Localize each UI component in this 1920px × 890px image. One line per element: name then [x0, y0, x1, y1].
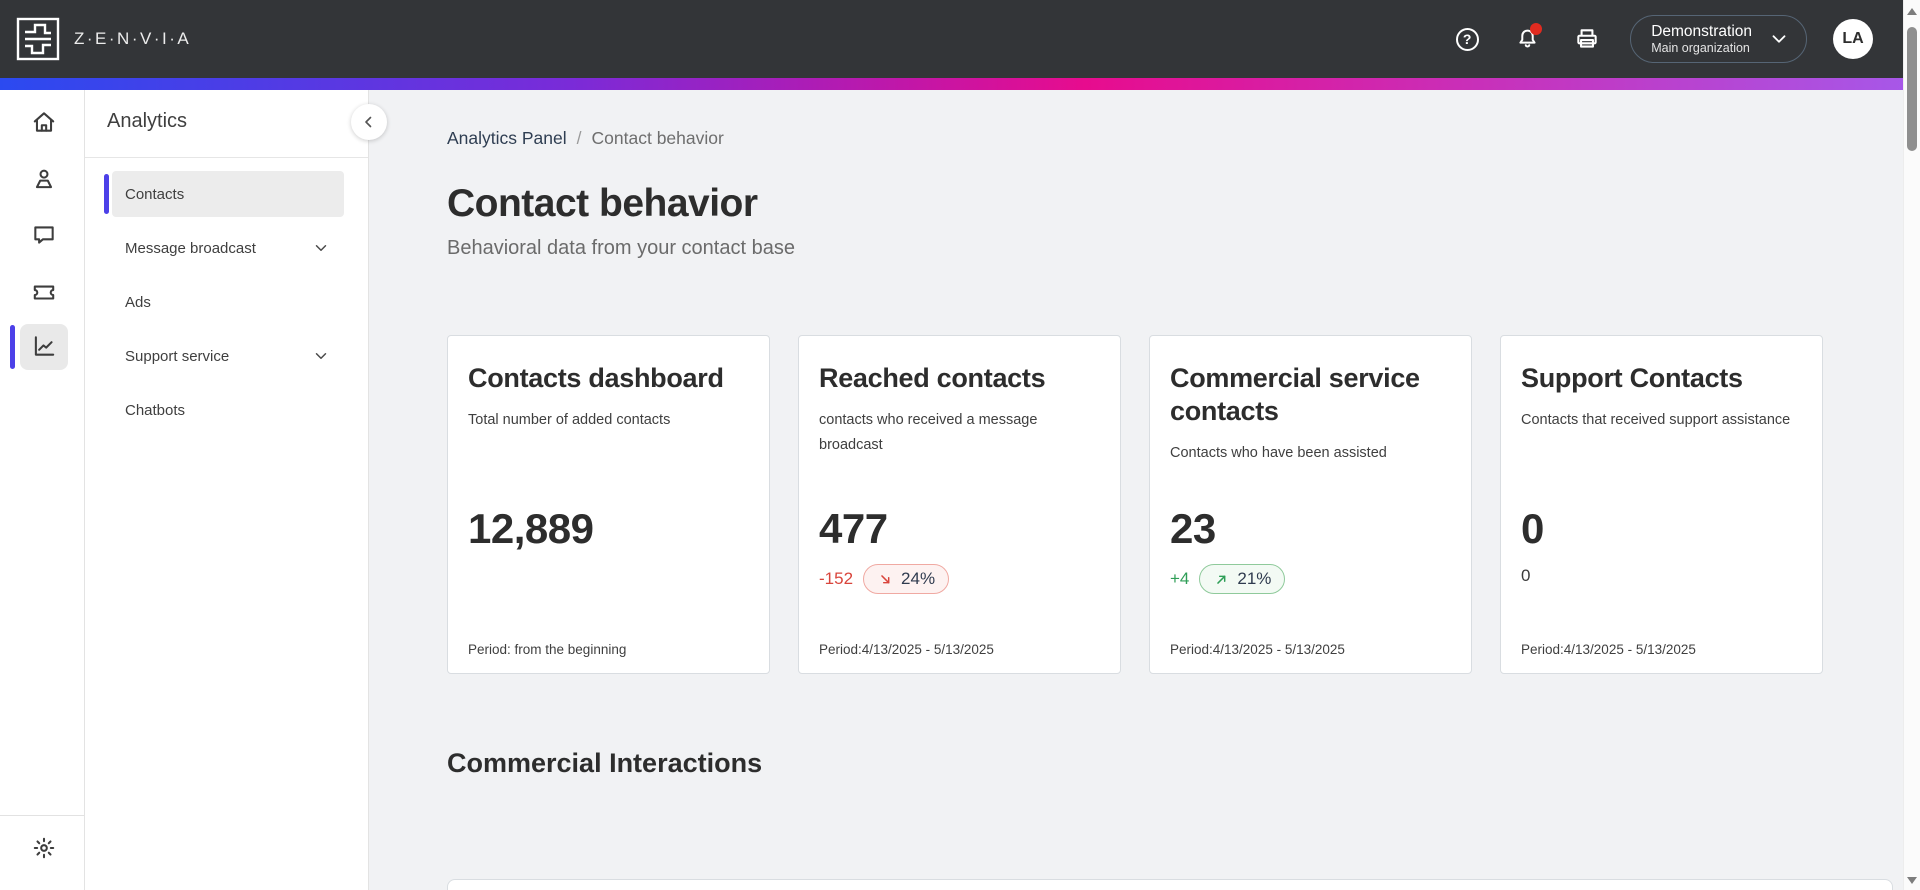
icon-rail — [0, 90, 85, 890]
card-value: 12,889 — [468, 505, 594, 552]
sidebar-item-settings[interactable] — [31, 835, 57, 861]
card-support-contacts: Support Contacts Contacts that received … — [1500, 335, 1823, 674]
user-icon — [35, 169, 53, 189]
delta-value: -152 — [819, 569, 854, 588]
breadcrumb-current: Contact behavior — [591, 128, 724, 148]
card-secondary-value: 0 — [1521, 566, 1531, 585]
commercial-interactions-card — [447, 879, 1893, 890]
page-subtitle: Behavioral data from your contact base — [447, 237, 795, 259]
page-title: Contact behavior — [447, 182, 758, 225]
chevron-down-icon — [312, 239, 330, 257]
card-period: Period:4/13/2025 - 5/13/2025 — [1170, 642, 1345, 657]
page-scrollbar — [1903, 0, 1920, 890]
chevron-left-icon — [365, 116, 372, 128]
analytics-menu: Contacts Message broadcast Ads Support s… — [85, 171, 368, 441]
card-description: Total number of added contacts — [468, 411, 671, 428]
printer-icon — [1577, 29, 1597, 48]
analytics-icon — [34, 336, 55, 356]
home-icon — [33, 112, 55, 132]
print-button[interactable] — [1574, 26, 1600, 52]
notification-badge — [1530, 23, 1543, 35]
card-value: 23 — [1170, 505, 1216, 552]
card-contacts-dashboard: Contacts dashboard Total number of added… — [447, 335, 770, 674]
main-content: Analytics Panel / Contact behavior Conta… — [370, 90, 1903, 890]
card-title: Commercial service contacts — [1170, 363, 1420, 426]
breadcrumb-analytics-panel[interactable]: Analytics Panel — [447, 128, 567, 148]
menu-item-ads[interactable]: Ads — [112, 279, 344, 325]
card-title: Contacts dashboard — [468, 363, 724, 393]
chevron-down-icon — [1772, 35, 1786, 43]
kpi-cards-row: Contacts dashboard Total number of added… — [447, 335, 1823, 674]
scrollbar-up-arrow[interactable] — [1907, 8, 1917, 15]
sidebar-item-contacts[interactable] — [31, 166, 57, 192]
collapse-panel-button[interactable] — [351, 104, 387, 140]
chat-icon — [34, 226, 54, 244]
panel-divider — [85, 157, 368, 158]
card-title: Support Contacts — [1521, 363, 1743, 393]
ticket-icon — [33, 285, 55, 300]
breadcrumb: Analytics Panel / Contact behavior — [447, 128, 724, 149]
card-period: Period: from the beginning — [468, 642, 627, 657]
menu-item-contacts[interactable]: Contacts — [104, 171, 344, 217]
brand-text: Z·E·N·V·I·A — [74, 29, 192, 48]
scrollbar-thumb[interactable] — [1907, 27, 1917, 151]
trend-down-icon — [881, 574, 890, 583]
delta-value: +4 — [1170, 569, 1190, 588]
active-rail-indicator — [10, 325, 15, 369]
sidebar-item-conversations[interactable] — [31, 222, 57, 248]
breadcrumb-separator: / — [576, 128, 582, 148]
menu-item-label: Chatbots — [125, 401, 186, 419]
analytics-panel: Analytics Contacts Message broadcast Ads… — [85, 90, 369, 890]
card-description: Contacts that received support assistanc… — [1521, 411, 1791, 428]
panel-title: Analytics — [107, 110, 188, 132]
sidebar-item-analytics[interactable] — [31, 333, 57, 359]
chevron-down-icon — [312, 347, 330, 365]
menu-item-label: Contacts — [125, 185, 185, 203]
organization-name: Demonstration — [1651, 22, 1752, 40]
rail-divider — [0, 815, 84, 816]
card-period: Period:4/13/2025 - 5/13/2025 — [1521, 642, 1696, 657]
menu-item-support-service[interactable]: Support service — [112, 333, 344, 379]
percent-value: 21% — [1237, 569, 1272, 588]
question-mark-icon: ? — [1455, 27, 1479, 51]
card-title: Reached contacts — [819, 363, 1046, 393]
sidebar-item-home[interactable] — [31, 109, 57, 135]
sidebar-item-tickets[interactable] — [31, 279, 57, 305]
percent-badge: 24% — [863, 564, 950, 594]
active-menu-indicator — [104, 174, 109, 214]
app-header: Z·E·N·V·I·A ? Demonstration Main organiz… — [0, 0, 1903, 78]
card-reached-contacts: Reached contacts contacts who received a… — [798, 335, 1121, 674]
zenvia-logo-icon — [16, 17, 60, 61]
user-avatar[interactable]: LA — [1833, 19, 1873, 59]
menu-item-label: Support service — [125, 347, 230, 365]
card-description: Contacts who have been assisted — [1170, 444, 1387, 461]
card-value: 0 — [1521, 505, 1544, 552]
organization-subtitle: Main organization — [1651, 40, 1750, 55]
gear-icon — [33, 837, 55, 859]
trend-up-icon — [1217, 575, 1226, 584]
organization-selector[interactable]: Demonstration Main organization — [1630, 15, 1807, 63]
menu-item-message-broadcast[interactable]: Message broadcast — [112, 225, 344, 271]
card-value: 477 — [819, 505, 888, 552]
notifications-button[interactable] — [1514, 23, 1543, 52]
card-commercial-service-contacts: Commercial service contacts Contacts who… — [1149, 335, 1472, 674]
menu-item-label: Message broadcast — [125, 239, 256, 257]
section-title-commercial-interactions: Commercial Interactions — [447, 748, 763, 778]
scrollbar-down-arrow[interactable] — [1907, 877, 1917, 884]
menu-item-label: Ads — [125, 293, 151, 311]
card-description: contacts who received a message broadcas… — [819, 411, 1038, 454]
brand-gradient-bar — [0, 78, 1903, 90]
percent-value: 24% — [901, 569, 936, 588]
percent-badge: 21% — [1199, 564, 1286, 594]
help-button[interactable]: ? — [1454, 26, 1480, 52]
menu-item-chatbots[interactable]: Chatbots — [112, 387, 344, 433]
card-period: Period:4/13/2025 - 5/13/2025 — [819, 642, 994, 657]
